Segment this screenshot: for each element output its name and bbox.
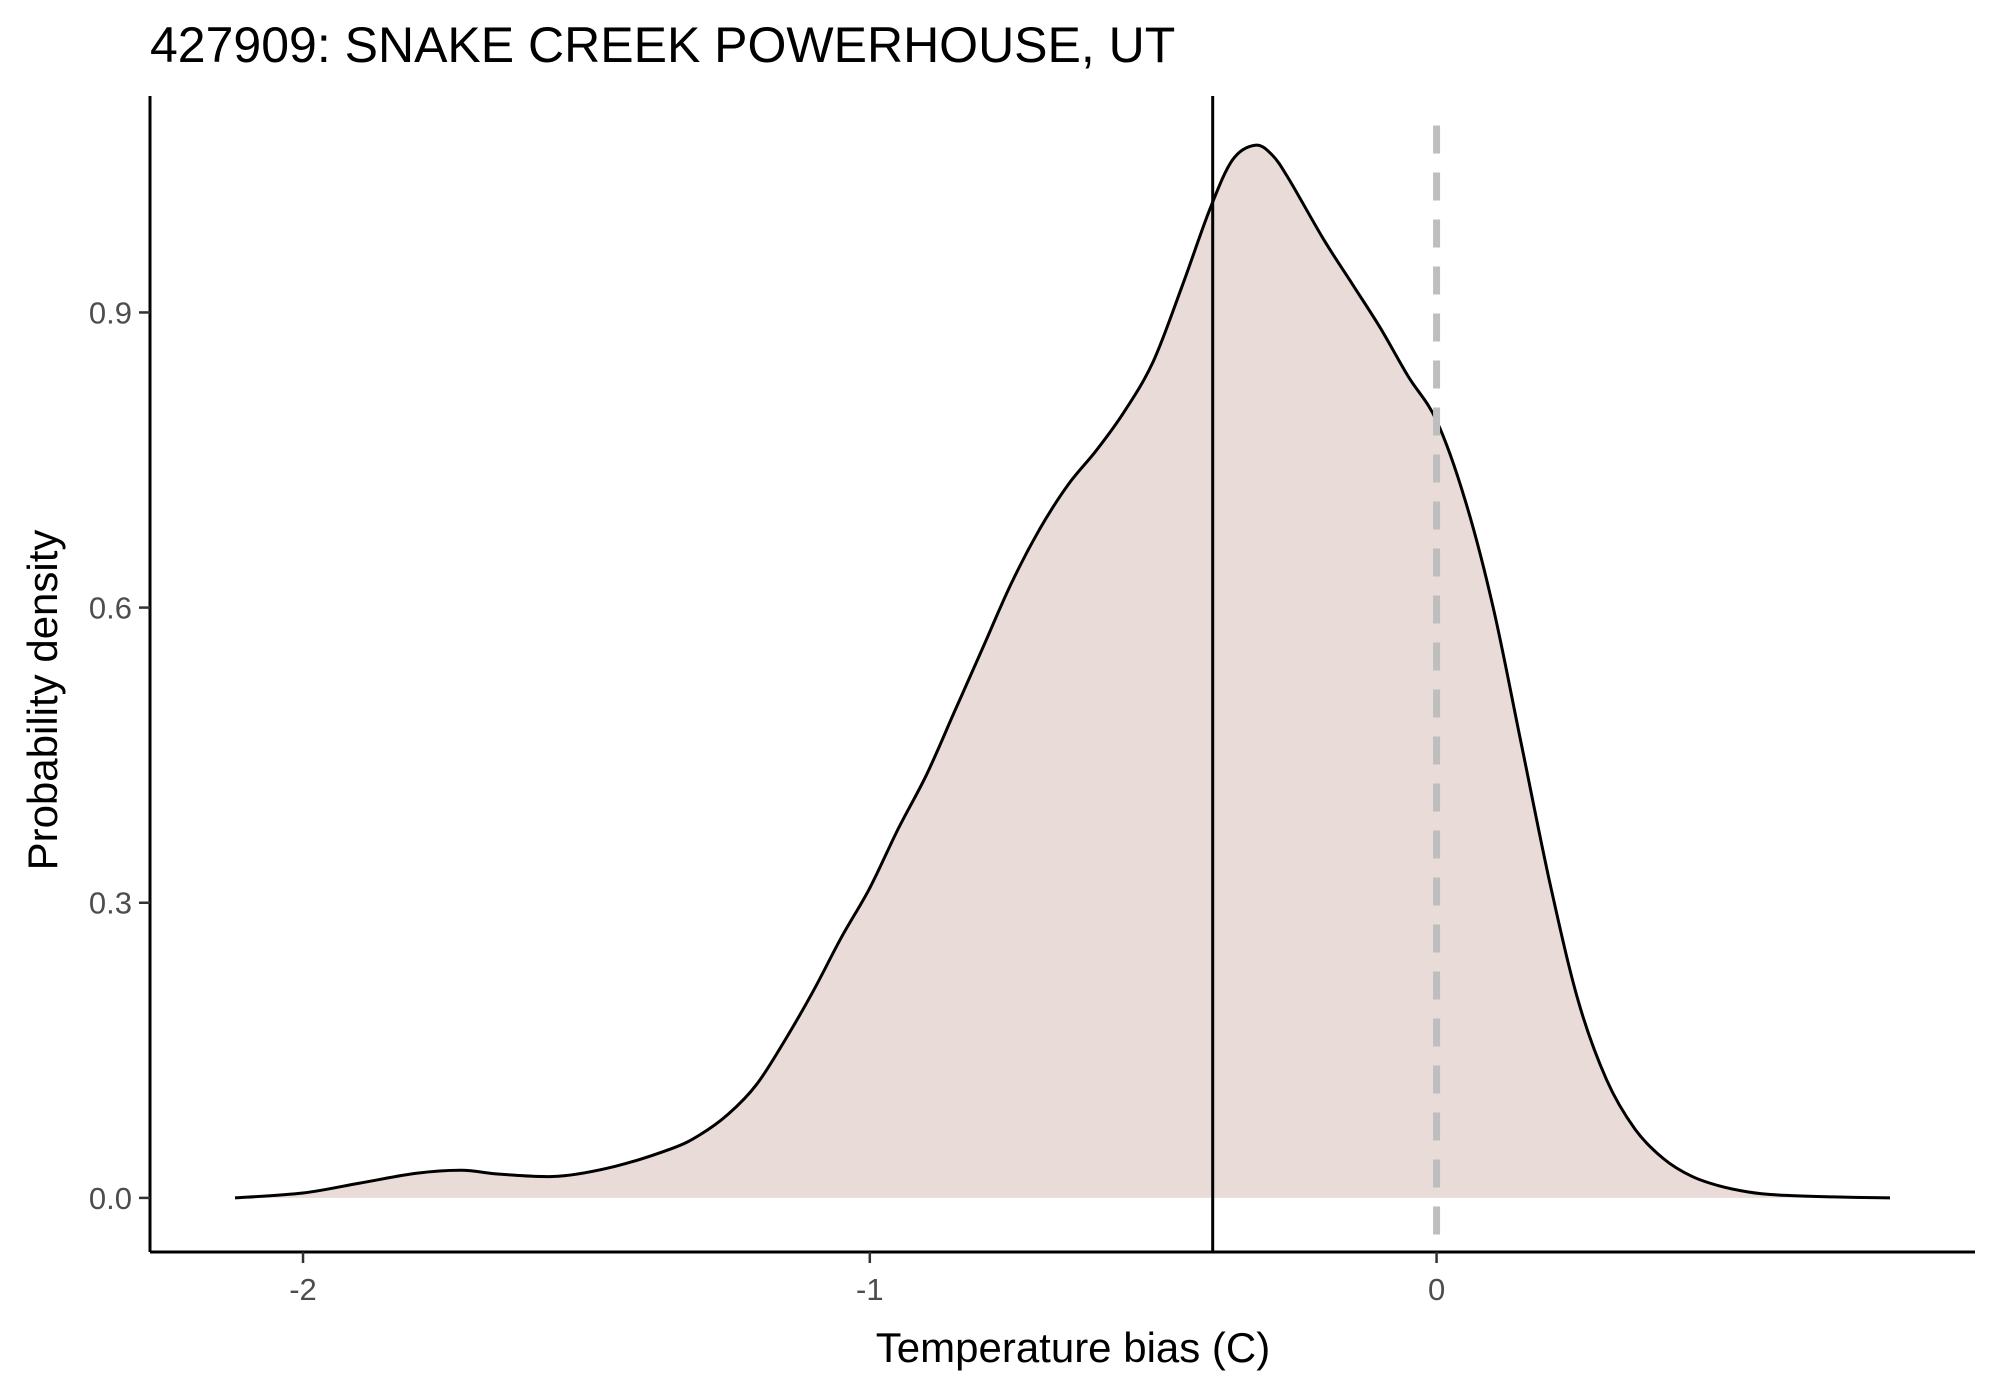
- x-axis-title: Temperature bias (C): [876, 1324, 1270, 1371]
- density-curve-line: [234, 143, 1891, 1200]
- chart-title: 427909: SNAKE CREEK POWERHOUSE, UT: [150, 17, 1175, 73]
- x-tick-label: -1: [856, 1272, 884, 1307]
- y-axis-title: Probability density: [19, 530, 66, 871]
- x-tick-label: -2: [289, 1272, 317, 1307]
- y-tick-label: 0.6: [89, 591, 132, 626]
- x-tick-label: 0: [1428, 1272, 1445, 1307]
- y-tick-label: 0.3: [89, 886, 132, 921]
- y-tick-label: 0.0: [89, 1181, 132, 1216]
- density-area-fill: [235, 145, 1890, 1198]
- y-tick-label: 0.9: [89, 295, 132, 330]
- plot-area: 0.0 0.3 0.6 0.9 -2 -1 0: [89, 96, 1975, 1307]
